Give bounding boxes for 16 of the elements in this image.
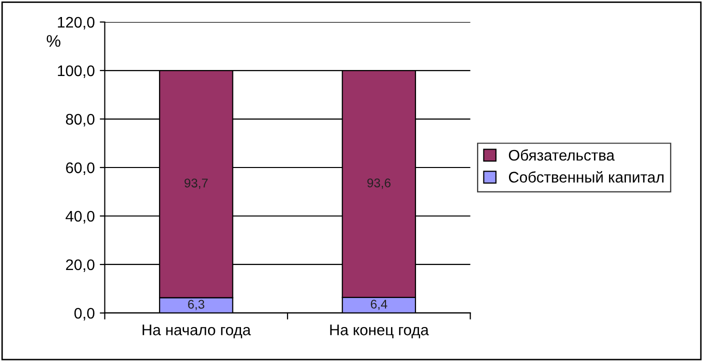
y-tick-label: 60,0 (66, 162, 94, 175)
legend-label: Собственный капитал (508, 171, 664, 183)
y-tick-label: 100,0 (58, 65, 94, 78)
data-label: 93,7 (184, 178, 208, 189)
y-tick-label: 40,0 (66, 210, 94, 224)
data-label: 6,3 (188, 300, 204, 310)
data-label: 6,4 (370, 300, 388, 310)
y-axis-title: % (46, 35, 60, 47)
y-tick-label: 20,0 (66, 259, 94, 272)
x-tick-label: На начало года (142, 324, 251, 338)
x-tick-label: На конец года (330, 324, 429, 338)
y-tick-label: 0,0 (74, 308, 94, 320)
y-tick-label: 120,0 (58, 16, 94, 30)
legend-label: Обязательства (508, 149, 615, 161)
data-label: 93,6 (367, 178, 391, 189)
y-tick-label: 80,0 (66, 114, 94, 126)
